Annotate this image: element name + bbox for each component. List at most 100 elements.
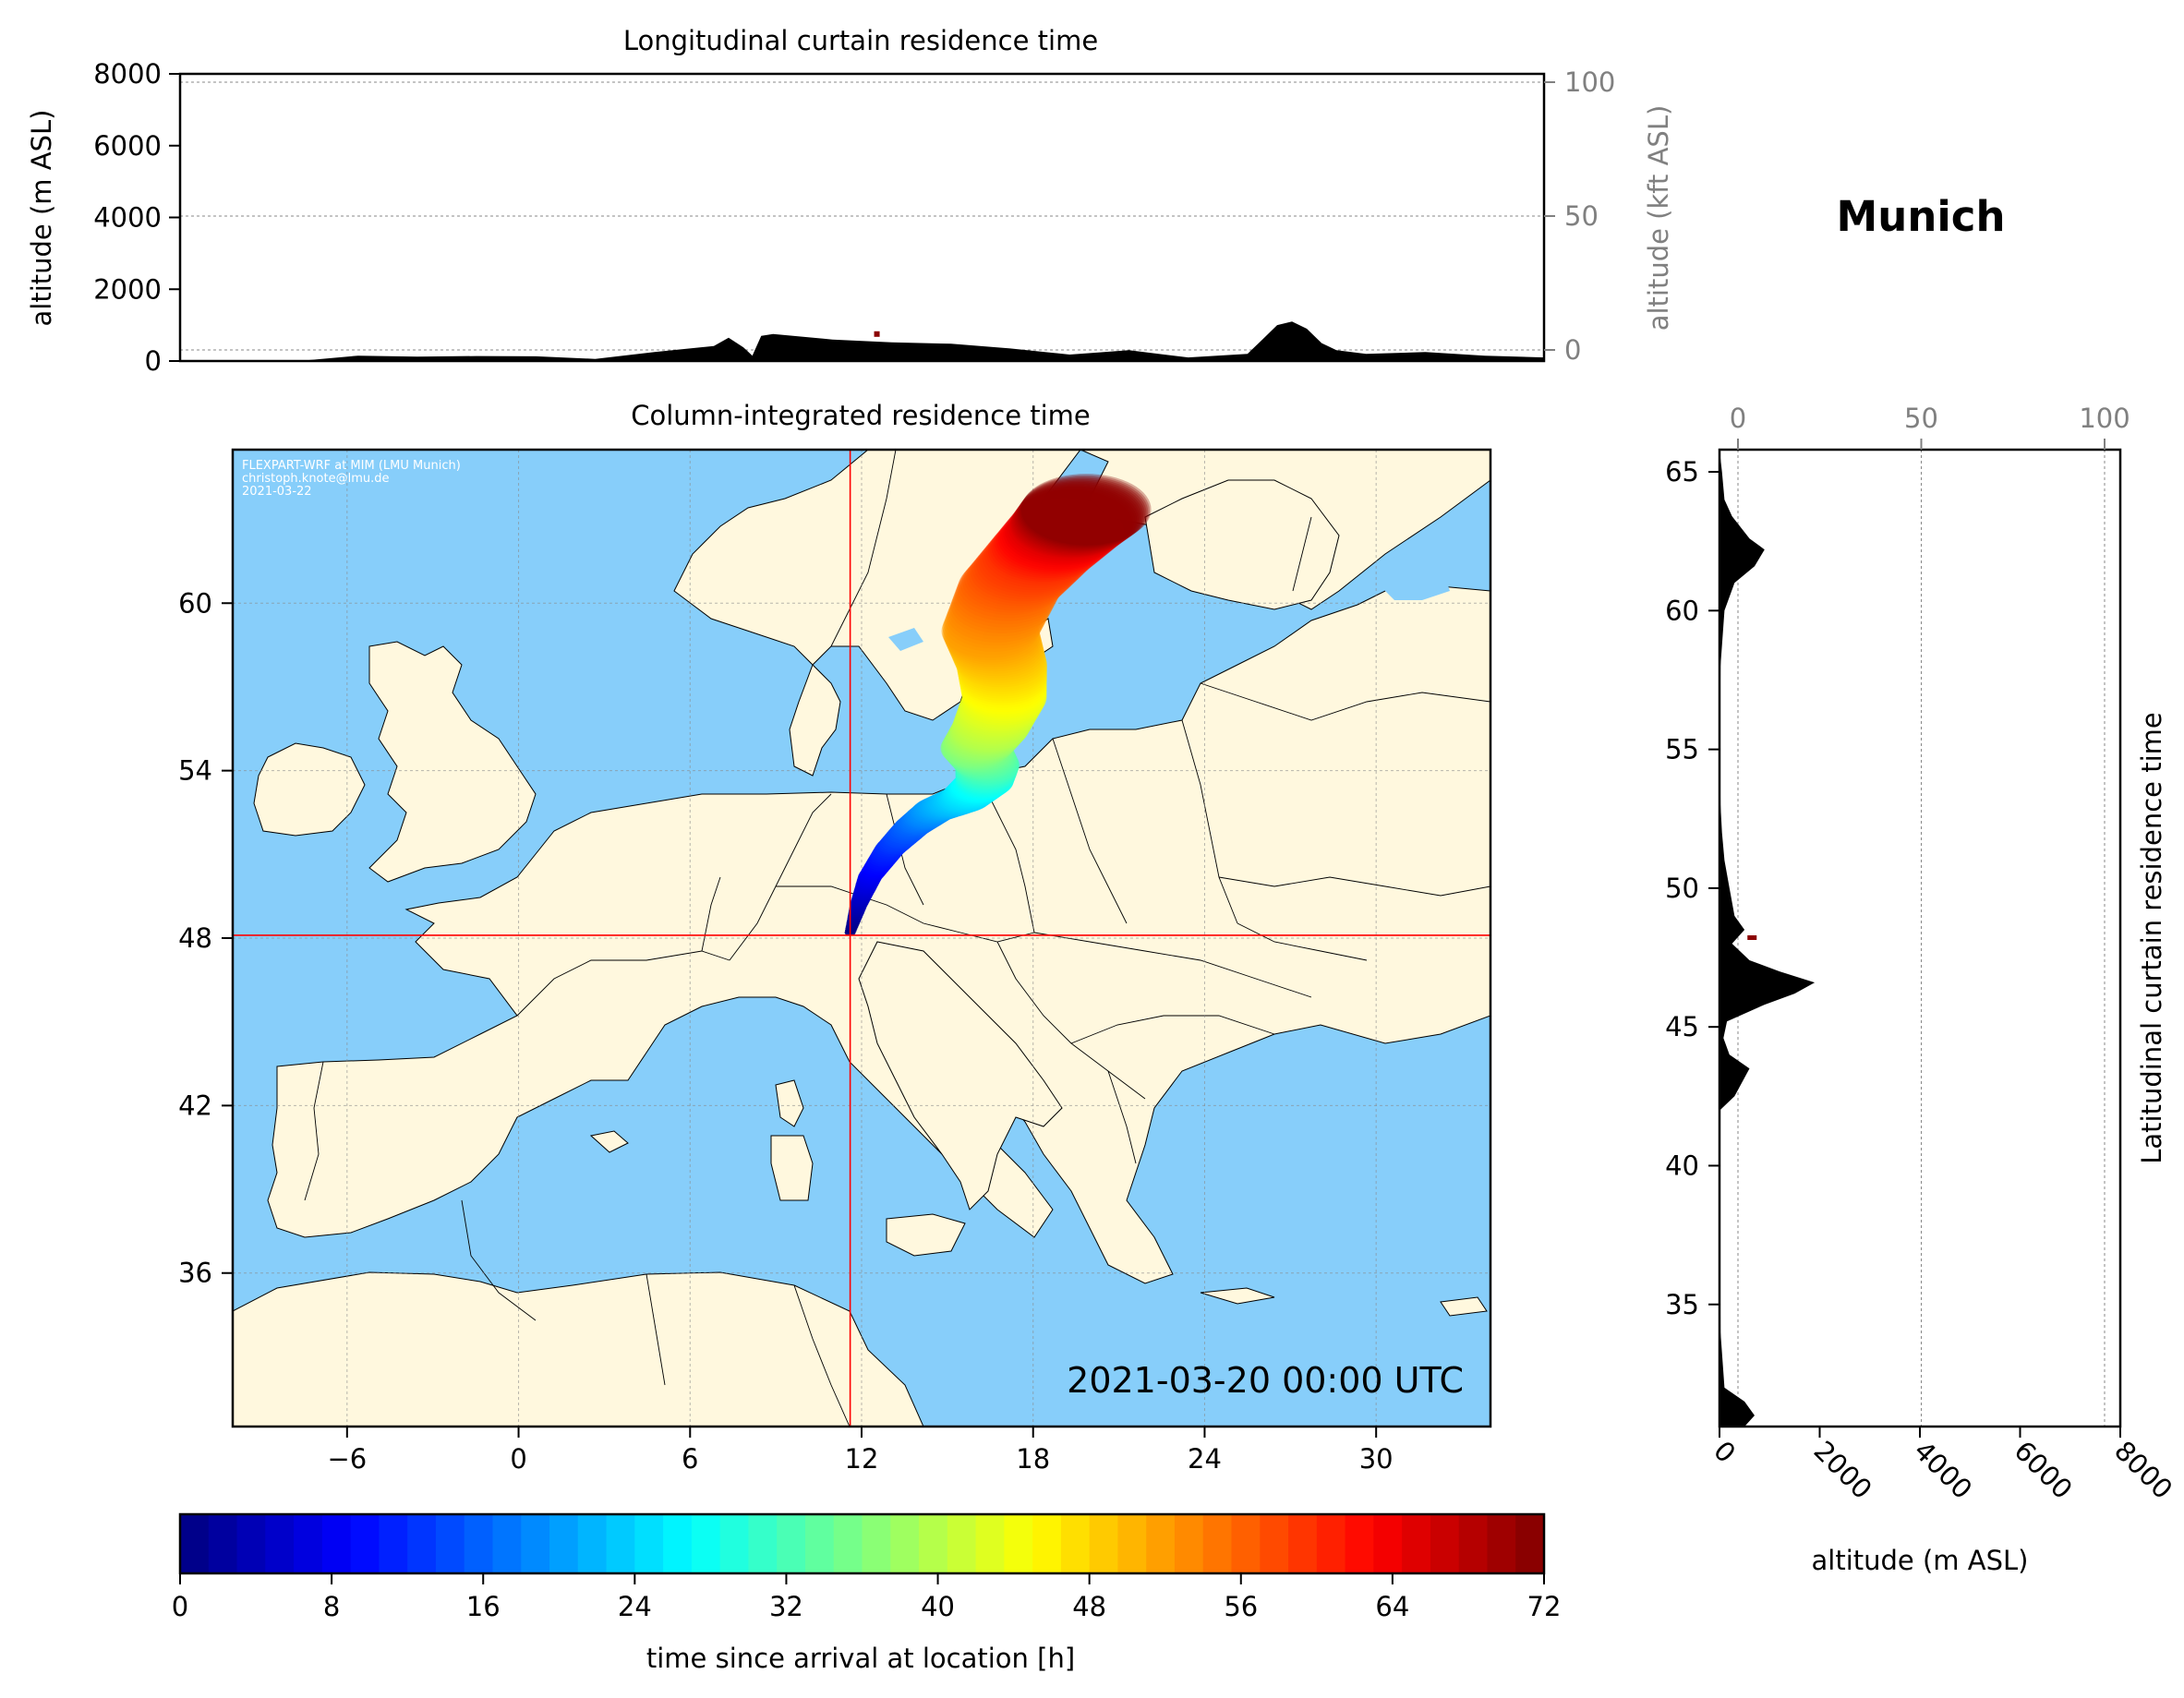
- map-y-ticks: 36 42 48 54 60: [178, 587, 233, 1289]
- colorbar-bin-2: [236, 1514, 266, 1573]
- plume-cell: [973, 537, 1082, 597]
- longitudinal-axes-frame: [178, 72, 1546, 363]
- plume-cell: [945, 594, 1044, 649]
- colorbar-tick-label-1: 8: [323, 1591, 340, 1622]
- colorbar-bin-0: [180, 1514, 210, 1573]
- residence-time-plume: [844, 474, 1152, 936]
- latitudinal-ytick-label-2: 45: [1665, 1011, 1699, 1042]
- colorbar-bin-10: [464, 1514, 494, 1573]
- plume-cell: [1001, 502, 1119, 568]
- colorbar-bin-41: [1345, 1514, 1374, 1573]
- latitudinal-top-ticks: 0 50 100: [1730, 403, 2130, 450]
- credit-line-3: 2021-03-22: [242, 485, 312, 499]
- colorbar-bin-31: [1060, 1514, 1091, 1573]
- latitudinal-x-ticks: 0 2000 4000 6000 8000: [1707, 1427, 2178, 1505]
- plume-cell: [942, 607, 1040, 660]
- colorbar-bin-23: [833, 1514, 863, 1573]
- latitudinal-ytick-label-4: 55: [1665, 734, 1699, 765]
- colorbar-bin-38: [1260, 1514, 1289, 1573]
- plume-cell: [957, 560, 1061, 619]
- plume-cell: [1006, 496, 1127, 562]
- longitudinal-left-ticks: 0 2000 4000 6000 8000: [93, 58, 180, 377]
- land-great-britain: [368, 641, 537, 883]
- latitudinal-ytick-label-3: 50: [1665, 873, 1699, 904]
- colorbar-bin-22: [804, 1514, 835, 1573]
- latitudinal-xtick-label-0: 0: [1707, 1435, 1742, 1469]
- colorbar-bin-46: [1487, 1514, 1516, 1573]
- colorbar-bin-11: [492, 1514, 522, 1573]
- plume-cell: [949, 581, 1051, 637]
- latitudinal-ytick-label-1: 40: [1665, 1150, 1699, 1181]
- colorbar-tick-label-2: 16: [466, 1591, 501, 1622]
- longitudinal-ytick-label-4: 8000: [93, 58, 162, 90]
- longitudinal-rtick-label-2: 100: [1564, 66, 1615, 98]
- latitudinal-ytick-label-0: 35: [1665, 1289, 1699, 1320]
- colorbar-bin-16: [634, 1514, 664, 1573]
- colorbar-tick-label-6: 48: [1072, 1591, 1106, 1622]
- colorbar-tick-label-9: 72: [1527, 1591, 1562, 1622]
- plume-cell: [959, 555, 1066, 613]
- colorbar-bin-9: [435, 1514, 465, 1573]
- colorbar-tick-label-0: 0: [172, 1591, 188, 1622]
- plume-cell: [1017, 480, 1144, 550]
- latitudinal-top-tick-label-0: 0: [1730, 403, 1746, 434]
- colorbar-bin-43: [1402, 1514, 1431, 1573]
- map-xtick-label-5: 24: [1188, 1443, 1222, 1475]
- colorbar-bin-24: [862, 1514, 891, 1573]
- plume-cell: [953, 571, 1056, 628]
- plume-cell: [1009, 491, 1131, 559]
- longitudinal-panel: Longitudinal curtain residence time 0 200…: [26, 25, 1674, 377]
- plume-cell: [982, 527, 1092, 588]
- map-xtick-label-3: 12: [845, 1443, 879, 1475]
- valid-time-label: 2021-03-20 00:00 UTC: [1067, 1360, 1464, 1401]
- plume-cell: [1005, 498, 1124, 564]
- latitudinal-ytick-label-6: 65: [1665, 456, 1699, 488]
- plume-cell: [946, 591, 1046, 646]
- colorbar-tick-label-8: 64: [1375, 1591, 1409, 1622]
- plume-cell: [968, 545, 1075, 604]
- latitudinal-xtick-label-2: 4000: [1908, 1435, 1978, 1505]
- latitudinal-xtick-label-1: 2000: [1808, 1435, 1878, 1505]
- plume-cell: [1008, 494, 1128, 560]
- colorbar-bin-32: [1089, 1514, 1119, 1573]
- colorbar-bin-19: [719, 1514, 750, 1573]
- map-xtick-label-6: 30: [1359, 1443, 1394, 1475]
- longitudinal-ytick-label-3: 6000: [93, 130, 162, 162]
- arrival-crosshair: [233, 450, 1490, 1427]
- plume-cell: [948, 584, 1049, 640]
- plume-cell: [999, 504, 1116, 570]
- colorbar-bin-20: [748, 1514, 778, 1573]
- plume-cell: [950, 577, 1053, 633]
- plume-cell: [964, 549, 1070, 608]
- plume-cell: [954, 567, 1057, 625]
- plume-cell: [947, 617, 1043, 669]
- plume-cell: [956, 564, 1059, 621]
- plume-cell: [986, 522, 1097, 584]
- land-crete: [1200, 1287, 1275, 1305]
- land-ireland: [253, 742, 366, 837]
- colorbar-tick-label-5: 40: [921, 1591, 955, 1622]
- location-title: Munich: [1837, 192, 2006, 241]
- lake-ladoga: [1376, 554, 1450, 600]
- latitudinal-top-tick-label-1: 50: [1904, 403, 1938, 434]
- colorbar-bin-8: [407, 1514, 437, 1573]
- plume-cell: [1010, 490, 1133, 558]
- colorbar-bin-45: [1458, 1514, 1489, 1573]
- plume-cell: [941, 604, 1040, 658]
- plume-cell: [942, 600, 1041, 656]
- colorbar-ticks: 0 8 16 24 32 40 48 56 64 72: [172, 1573, 1562, 1622]
- plume-cell: [952, 574, 1055, 631]
- colorbar-bin-21: [777, 1514, 806, 1573]
- colorbar-bin-5: [321, 1514, 352, 1573]
- map-ytick-label-2: 48: [178, 922, 212, 954]
- latitudinal-y-ticks: 35 40 45 50 55 60 65: [1665, 456, 1719, 1320]
- plume-cell: [958, 558, 1063, 616]
- plume-cell: [983, 524, 1095, 586]
- colorbar-bin-29: [1004, 1514, 1033, 1573]
- plume-cell: [971, 540, 1080, 599]
- colorbar-bin-18: [691, 1514, 721, 1573]
- plume-cell: [996, 509, 1112, 573]
- colorbar-bin-26: [919, 1514, 948, 1573]
